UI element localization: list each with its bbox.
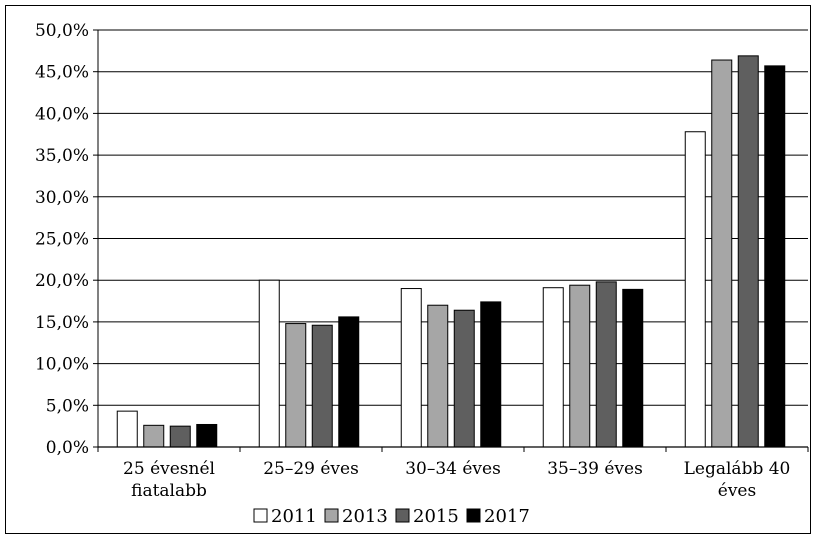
category-label: 35–39 éves (547, 459, 643, 479)
bar-2013-3 (569, 284, 591, 448)
bar-2011-0 (116, 410, 138, 448)
category-label: 25–29 éves (263, 459, 359, 479)
legend: 2011 2013 2015 2017 (253, 506, 530, 527)
y-tick-label: 25,0% (35, 230, 89, 250)
legend-swatch-2017 (466, 508, 481, 523)
bar-2017-3 (622, 288, 644, 448)
bar-2013-2 (427, 304, 449, 448)
category-label: 25 évesnél (123, 459, 215, 479)
category-label: 30–34 éves (405, 459, 501, 479)
category-label: Legalább 40 (684, 459, 791, 479)
y-tick-label: 30,0% (35, 188, 89, 208)
bar-2011-3 (542, 287, 564, 448)
legend-swatch-2013 (324, 508, 339, 523)
y-tick-label: 40,0% (35, 104, 89, 124)
y-tick-label: 10,0% (35, 355, 89, 375)
y-tick-label: 50,0% (35, 21, 89, 41)
bar-2015-0 (169, 425, 191, 448)
y-tick-label: 45,0% (35, 63, 89, 83)
bar-2013-1 (285, 323, 307, 448)
bar-2011-4 (684, 131, 706, 448)
bar-2011-2 (400, 288, 422, 448)
legend-swatch-2015 (395, 508, 410, 523)
legend-swatch-2011 (253, 508, 268, 523)
bar-2017-4 (764, 65, 786, 448)
bar-2017-1 (338, 316, 360, 448)
bars (116, 55, 786, 448)
y-tick-label: 15,0% (35, 313, 89, 333)
legend-label-2015: 2015 (413, 506, 459, 527)
y-tick-label: 5,0% (46, 396, 89, 416)
bar-2015-4 (737, 55, 759, 448)
y-tick-label: 0,0% (46, 438, 89, 458)
bar-2013-0 (143, 424, 165, 448)
category-label: éves (718, 481, 756, 501)
legend-label-2017: 2017 (484, 506, 530, 527)
bar-2011-1 (258, 279, 280, 448)
y-tick-label: 20,0% (35, 271, 89, 291)
y-tick-label: 35,0% (35, 146, 89, 166)
bar-2015-2 (453, 309, 475, 448)
bar-2013-4 (711, 59, 733, 448)
bar-2015-1 (311, 324, 333, 448)
bar-2017-0 (196, 423, 218, 448)
y-axis: 0,0% 5,0% 10,0% 15,0% 20,0% 25,0% 30,0% 35,0% 40… (35, 21, 99, 458)
category-label: fiatalabb (131, 481, 207, 501)
bar-2017-2 (480, 301, 502, 448)
legend-label-2013: 2013 (342, 506, 388, 527)
bar-2015-3 (595, 281, 617, 448)
legend-label-2011: 2011 (271, 506, 317, 527)
